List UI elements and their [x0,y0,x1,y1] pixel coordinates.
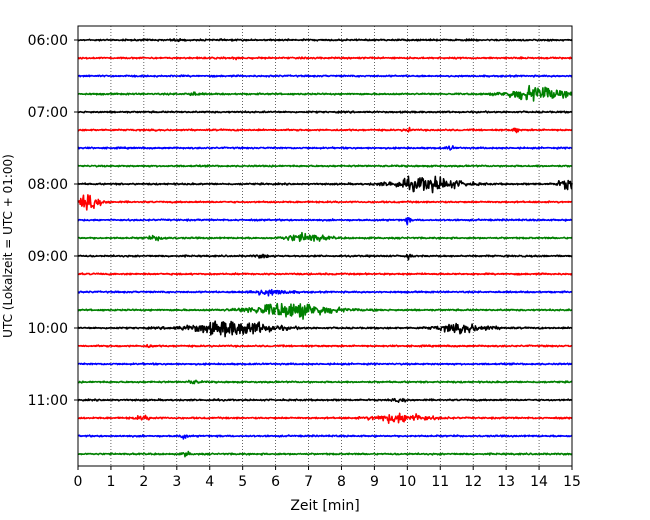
y-axis-label: UTC (Lokalzeit = UTC + 01:00) [1,154,15,338]
x-tick-label: 4 [205,474,214,490]
seismogram-traces [77,37,573,458]
x-tick-label: 14 [530,474,548,490]
trace-line [77,175,573,194]
trace-line [77,216,573,226]
y-tick-label: 06:00 [28,33,68,49]
y-axis-ticks: 06:00 07:00 08:00 09:00 10:00 11:00 [28,33,78,409]
y-tick-label: 11:00 [28,393,68,409]
x-tick-label: 5 [238,474,247,490]
trace-line [77,110,573,114]
trace-line [77,450,573,458]
plot-frame [77,25,573,467]
trace-line [77,272,573,276]
trace-line [77,434,573,440]
trace-line [77,302,573,320]
trace-line [77,84,573,102]
y-tick-label: 08:00 [28,177,68,193]
trace-line [77,56,573,61]
trace-line [77,164,573,168]
x-tick-label: 9 [370,474,379,490]
x-tick-label: 6 [271,474,280,490]
trace-line [77,74,573,78]
x-tick-label: 0 [74,474,83,490]
x-tick-label: 8 [337,474,346,490]
trace-line [77,343,573,349]
trace-line [77,126,573,134]
x-tick-label: 2 [139,474,148,490]
trace-line [77,362,573,366]
x-axis-label: Zeit [min] [290,498,359,514]
trace-line [77,253,573,261]
trace-line [77,145,573,151]
x-tick-label: 7 [304,474,313,490]
y-tick-label: 07:00 [28,105,68,121]
x-axis-ticks: 0 1 2 3 4 5 6 7 8 9 10 11 12 13 14 15 [74,466,581,490]
x-tick-label: 10 [398,474,416,490]
x-tick-label: 13 [497,474,515,490]
trace-line [77,412,573,424]
trace-line [77,320,573,338]
vertical-grid [110,26,540,466]
x-tick-label: 1 [106,474,115,490]
trace-line [77,379,573,385]
x-tick-label: 15 [563,474,581,490]
trace-line [77,231,573,243]
trace-line [77,397,573,403]
x-tick-label: 11 [431,474,449,490]
trace-line [77,194,573,211]
x-tick-label: 3 [172,474,181,490]
y-tick-label: 09:00 [28,249,68,265]
trace-line [77,37,573,43]
y-tick-label: 10:00 [28,321,68,337]
x-tick-label: 12 [464,474,482,490]
trace-line [77,288,573,297]
